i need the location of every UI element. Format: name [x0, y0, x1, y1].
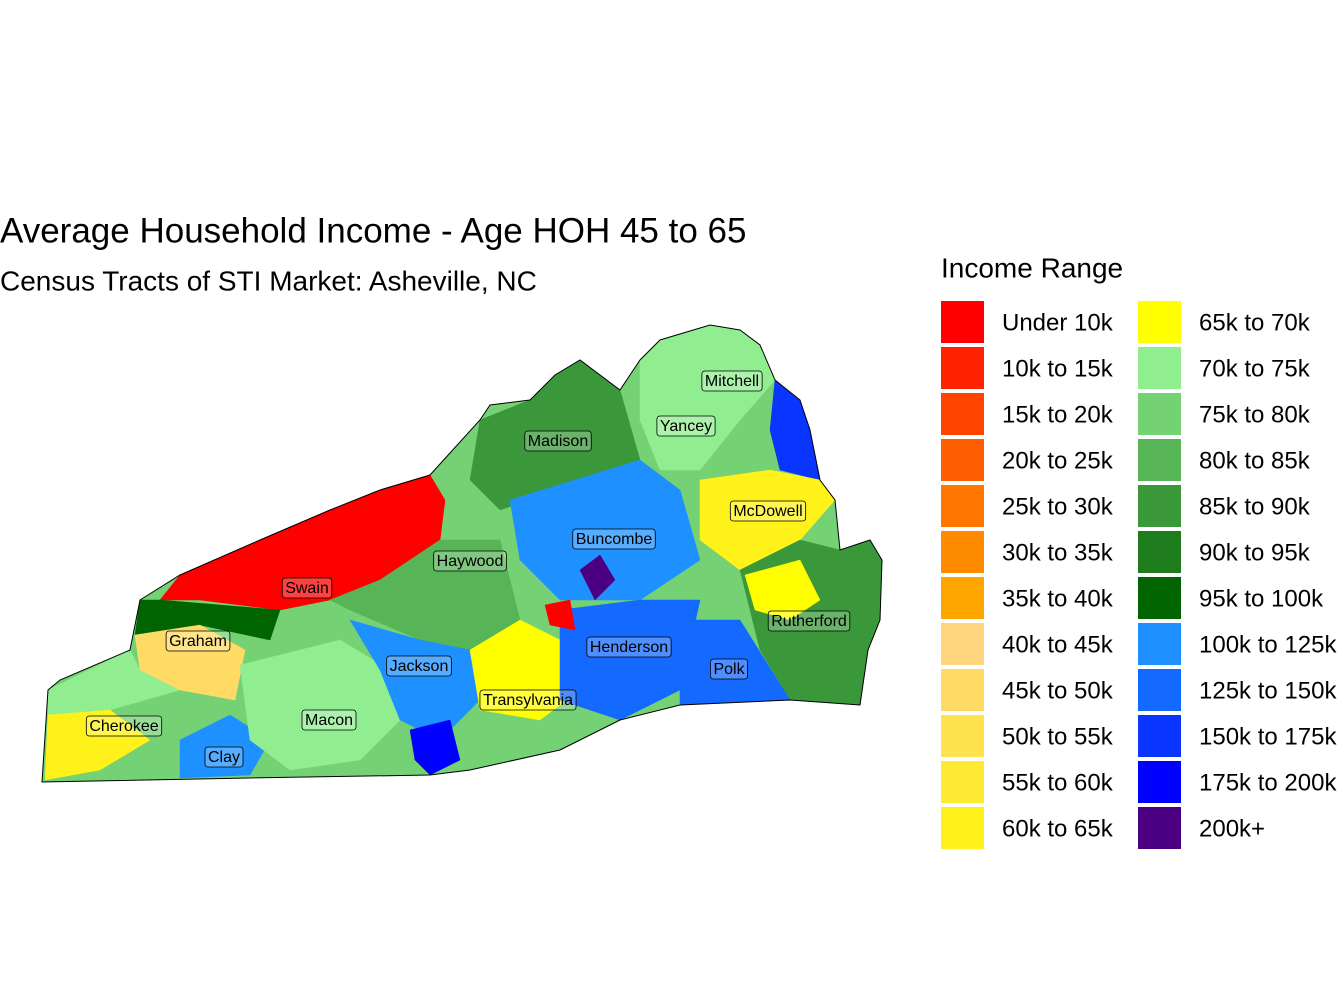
tract-area: [699, 469, 836, 571]
legend-label: 15k to 20k: [1002, 401, 1114, 428]
county-label: Yancey: [660, 418, 712, 435]
county-label-box: [701, 370, 763, 392]
legend-label: 90k to 95k: [1199, 539, 1311, 566]
tract-area: [134, 624, 246, 701]
legend-label: 30k to 35k: [1002, 539, 1114, 566]
legend-label: 75k to 80k: [1199, 401, 1311, 428]
county-label-box: [572, 528, 656, 550]
legend-swatch: [941, 393, 984, 435]
legend-swatch: [941, 577, 984, 619]
county-label: Macon: [305, 712, 353, 729]
legend-label: 60k to 65k: [1002, 815, 1114, 842]
tract-area: [409, 719, 461, 776]
county-label-box: [586, 636, 672, 658]
county-label: Swain: [285, 580, 329, 597]
county-label-box: [729, 500, 807, 522]
legend-swatch: [941, 301, 984, 343]
legend-swatch: [1138, 347, 1181, 389]
title: Average Household Income - Age HOH 45 to…: [0, 211, 746, 250]
legend-swatch: [941, 715, 984, 757]
tract-area: [179, 714, 271, 779]
tract-area: [349, 619, 481, 741]
legend-label: 125k to 150k: [1199, 677, 1337, 704]
county-label-box: [433, 550, 507, 572]
legend-swatch: [1138, 301, 1181, 343]
legend-swatch: [1138, 761, 1181, 803]
legend-label: 150k to 175k: [1199, 723, 1337, 750]
legend-label: 65k to 70k: [1199, 309, 1311, 336]
legend-title: Income Range: [941, 252, 1123, 283]
county-label-box: [524, 430, 592, 452]
county-label: Polk: [713, 661, 745, 678]
county-label: Rutherford: [771, 613, 847, 630]
tract-area: [44, 709, 151, 781]
legend-label: Under 10k: [1002, 309, 1114, 336]
legend-label: 40k to 45k: [1002, 631, 1114, 658]
legend-swatch: [941, 347, 984, 389]
legend-swatch: [941, 439, 984, 481]
tract-area: [509, 459, 701, 601]
legend-label: 70k to 75k: [1199, 355, 1311, 382]
county-label-box: [165, 630, 231, 652]
legend-swatch: [941, 623, 984, 665]
legend-swatch: [941, 669, 984, 711]
legend-swatch: [1138, 715, 1181, 757]
county-label-box: [656, 415, 716, 437]
legend-swatch: [1138, 623, 1181, 665]
legend-label: 50k to 55k: [1002, 723, 1114, 750]
legend-swatch: [941, 531, 984, 573]
subtitle: Census Tracts of STI Market: Asheville, …: [0, 265, 537, 296]
legend-swatch: [1138, 439, 1181, 481]
county-label-box: [479, 689, 577, 711]
county-label-box: [204, 746, 244, 768]
legend-swatch: [1138, 531, 1181, 573]
tract-area: [744, 559, 821, 621]
legend-swatch: [1138, 577, 1181, 619]
county-label-box: [767, 610, 851, 632]
county-label-box: [301, 709, 357, 731]
county-label: Graham: [169, 633, 227, 650]
legend-swatch: [1138, 393, 1181, 435]
tract-area: [579, 554, 616, 601]
legend-label: 25k to 30k: [1002, 493, 1114, 520]
county-label-box: [85, 715, 163, 737]
legend-label: 20k to 25k: [1002, 447, 1114, 474]
county-label-box: [386, 655, 452, 677]
tract-area: [239, 639, 401, 771]
county-label: Cherokee: [89, 718, 158, 735]
legend-label: 95k to 100k: [1199, 585, 1324, 612]
legend-swatch: [1138, 485, 1181, 527]
legend-swatch: [941, 485, 984, 527]
legend-label: 55k to 60k: [1002, 769, 1114, 796]
county-label: Clay: [208, 749, 240, 766]
tract-area: [544, 599, 576, 631]
legend-label: 200k+: [1199, 815, 1265, 842]
county-label: Jackson: [390, 658, 449, 675]
legend-swatch: [1138, 669, 1181, 711]
legend-label: 100k to 125k: [1199, 631, 1337, 658]
legend-swatch: [941, 761, 984, 803]
region-border: [41, 324, 883, 783]
legend-label: 10k to 15k: [1002, 355, 1114, 382]
county-label: Henderson: [590, 639, 668, 656]
map: Mitchell Yancey Madison McDowell Buncombe Hay…: [41, 324, 883, 783]
legend: Under 10k 10k to 15k 15k to 20k 20k to 25k 2…: [941, 301, 1337, 849]
legend-label: 80k to 85k: [1199, 447, 1311, 474]
legend-label: 85k to 90k: [1199, 493, 1311, 520]
legend-label: 45k to 50k: [1002, 677, 1114, 704]
county-label: Transylvania: [483, 692, 573, 709]
county-label: Buncombe: [576, 531, 653, 548]
county-label-box: [710, 658, 748, 680]
legend-label: 35k to 40k: [1002, 585, 1114, 612]
county-label: McDowell: [733, 503, 802, 520]
county-label: Haywood: [437, 553, 504, 570]
county-label: Madison: [528, 433, 588, 450]
legend-label: 175k to 200k: [1199, 769, 1337, 796]
legend-swatch: [1138, 807, 1181, 849]
legend-swatch: [941, 807, 984, 849]
county-label: Mitchell: [705, 373, 759, 390]
county-label-box: [281, 577, 333, 599]
